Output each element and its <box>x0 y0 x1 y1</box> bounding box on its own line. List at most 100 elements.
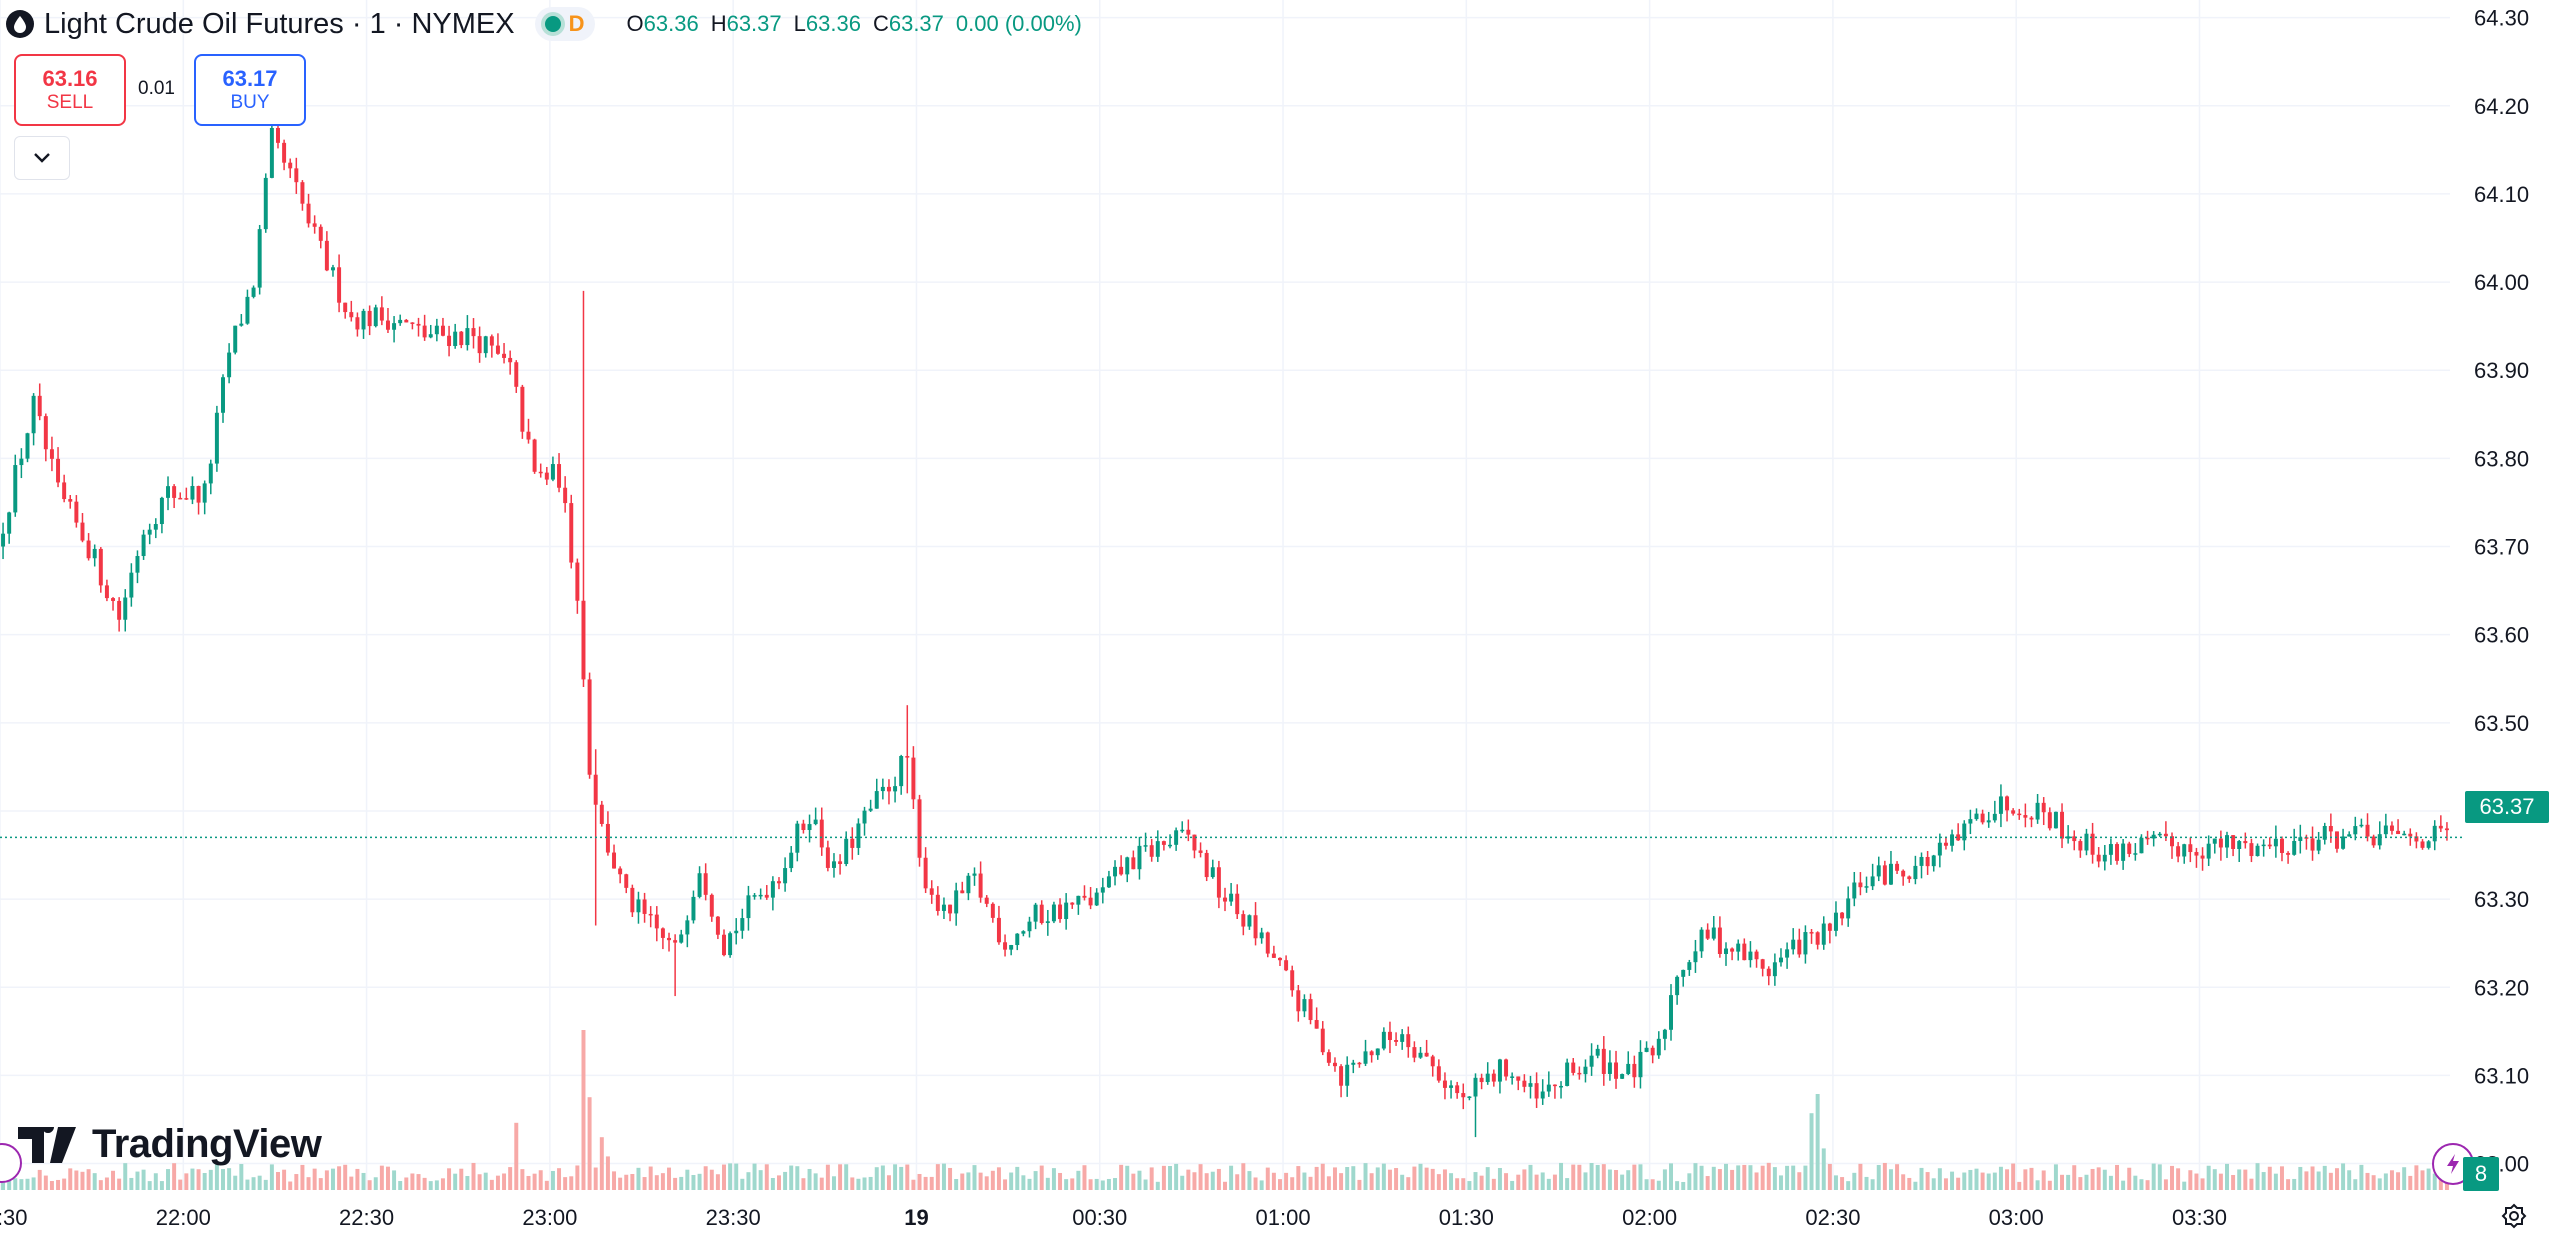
time-tick-label: 01:30 <box>1439 1205 1494 1230</box>
candle-body <box>245 296 250 324</box>
volume-bar <box>2328 1172 2333 1190</box>
volume-bars <box>1 1030 2449 1190</box>
candle-body <box>1650 1047 1655 1056</box>
candle-body <box>831 861 836 868</box>
volume-bar <box>2383 1173 2388 1190</box>
volume-bar <box>453 1173 458 1190</box>
candle-body <box>520 386 525 432</box>
volume-bar <box>1 1181 6 1190</box>
candle-body <box>1467 1096 1472 1099</box>
candle-body <box>1223 897 1227 902</box>
volume-bar <box>715 1174 720 1190</box>
candle-body <box>1326 1052 1331 1063</box>
candle-body <box>1717 927 1722 955</box>
volume-bar <box>1278 1179 1282 1190</box>
volume-bar <box>630 1173 635 1190</box>
sell-label: SELL <box>46 92 94 113</box>
volume-bar <box>941 1163 946 1190</box>
volume-bar <box>807 1168 812 1190</box>
candle-body <box>147 529 152 535</box>
candle-body <box>1345 1064 1350 1086</box>
volume-bar <box>1216 1168 1221 1190</box>
candle-body <box>722 934 726 956</box>
volume-bar <box>159 1181 164 1190</box>
volume-bar <box>1058 1172 1063 1190</box>
candle-body <box>2035 802 2040 820</box>
volume-bar <box>1620 1174 1625 1190</box>
settings-gear-icon[interactable] <box>2498 1200 2530 1232</box>
candle-body <box>1180 829 1185 832</box>
price-tick-label: 64.10 <box>2474 182 2529 207</box>
volume-bar <box>141 1169 146 1190</box>
volume-bar <box>1253 1177 1258 1190</box>
volume-bar <box>1149 1167 1154 1190</box>
candle-body <box>1027 921 1032 932</box>
candle-body <box>972 873 977 876</box>
candle-body <box>1840 912 1845 919</box>
market-open-dot-icon <box>544 16 561 32</box>
volume-bar <box>1192 1172 1197 1190</box>
collapse-button[interactable] <box>14 136 70 180</box>
candle-body <box>660 928 665 938</box>
candle-body <box>1106 876 1111 888</box>
volume-bar <box>777 1175 781 1190</box>
volume-bar <box>1430 1168 1435 1190</box>
candle-body <box>569 503 574 563</box>
volume-bar <box>2212 1169 2217 1190</box>
candle-body <box>2170 836 2174 847</box>
candle-body <box>1516 1076 1521 1081</box>
volume-bar <box>1974 1168 1979 1190</box>
volume-bar <box>1540 1172 1545 1190</box>
sell-button[interactable]: 63.16 SELL <box>14 54 126 126</box>
candle-body <box>1833 912 1838 931</box>
volume-bar <box>1485 1167 1490 1190</box>
candle-body <box>428 334 433 338</box>
candle-body <box>1339 1066 1344 1086</box>
volume-bar <box>1186 1169 1191 1190</box>
volume-bar <box>1644 1179 1649 1190</box>
volume-badge: 8 <box>2463 1157 2499 1191</box>
volume-bar <box>1717 1169 1722 1190</box>
buy-button[interactable]: 63.17 BUY <box>194 54 306 126</box>
candle-body <box>1039 904 1044 924</box>
candle-body <box>92 548 97 559</box>
candle-body <box>1571 1062 1576 1073</box>
candle-body <box>1094 892 1099 906</box>
candle-body <box>886 786 891 792</box>
candle-body <box>1846 898 1851 919</box>
volume-bar <box>2170 1165 2174 1190</box>
candle-body <box>1271 953 1276 958</box>
candle-body <box>1400 1034 1405 1042</box>
volume-bar <box>62 1178 67 1190</box>
candle-body <box>2188 844 2193 853</box>
symbol-title[interactable]: Light Crude Oil Futures · 1 · NYMEX <box>44 7 515 40</box>
candle-body <box>495 345 500 354</box>
candle-body <box>2292 840 2297 855</box>
candle-body <box>783 868 788 884</box>
volume-bar <box>1143 1179 1148 1190</box>
volume-bar <box>2347 1170 2352 1190</box>
volume-bar <box>1210 1171 1215 1190</box>
candle-body <box>850 838 855 848</box>
volume-bar <box>1791 1165 1796 1190</box>
candle-body <box>1161 841 1166 845</box>
volume-bar <box>1840 1177 1845 1190</box>
candle-body <box>2145 837 2150 840</box>
volume-bar <box>1876 1165 1881 1190</box>
volume-bar <box>856 1178 861 1190</box>
candle-body <box>1131 857 1136 870</box>
candle-body <box>801 823 806 831</box>
volume-bar <box>459 1168 464 1190</box>
candle-body <box>1821 923 1826 945</box>
volume-bar <box>624 1174 629 1190</box>
volume-bar <box>1198 1164 1203 1190</box>
candle-body <box>1937 842 1942 856</box>
candle-body <box>1876 865 1881 877</box>
candle-body <box>7 512 12 534</box>
candle-body <box>227 352 232 378</box>
candle-body <box>2029 817 2034 820</box>
volume-bar <box>2334 1168 2339 1190</box>
market-status-pill[interactable]: D <box>534 7 595 41</box>
candle-body <box>1381 1031 1386 1049</box>
